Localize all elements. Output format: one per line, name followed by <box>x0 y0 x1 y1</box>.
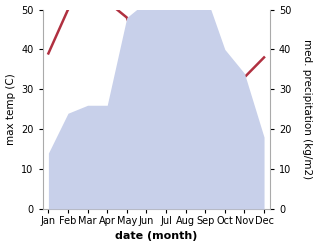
Y-axis label: max temp (C): max temp (C) <box>5 73 16 145</box>
Y-axis label: med. precipitation (kg/m2): med. precipitation (kg/m2) <box>302 39 313 179</box>
X-axis label: date (month): date (month) <box>115 231 197 242</box>
